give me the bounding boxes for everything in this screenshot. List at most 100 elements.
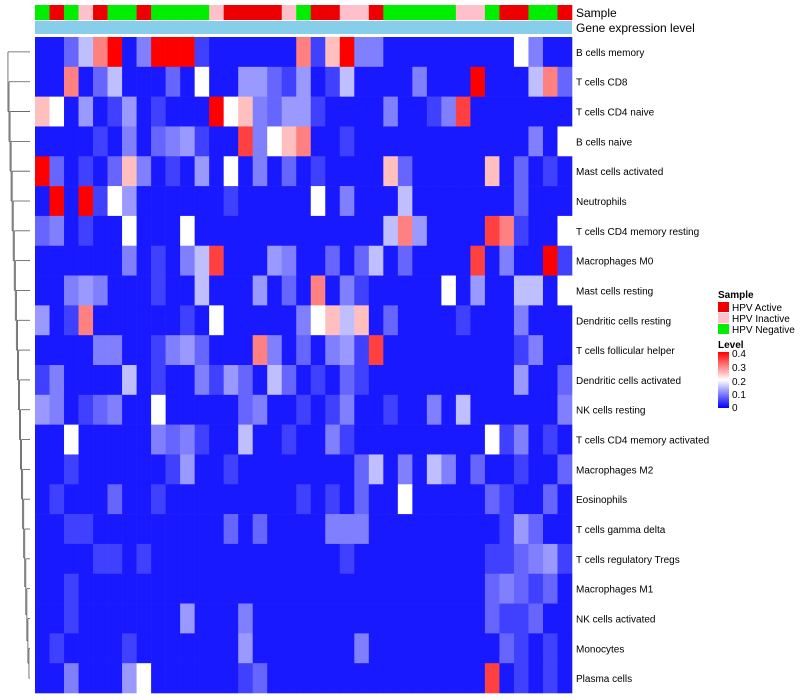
heatmap-cell <box>325 186 341 217</box>
heatmap-cell <box>354 275 370 306</box>
heatmap-cell <box>513 454 529 485</box>
heatmap-cell <box>49 245 65 276</box>
heatmap-cell <box>528 573 544 604</box>
heatmap-cell <box>513 543 529 575</box>
heatmap-cell <box>339 215 355 247</box>
heatmap-cell <box>165 424 181 455</box>
row-label: T cells CD8 <box>576 78 628 89</box>
heatmap-cell <box>64 365 79 396</box>
heatmap-cell <box>296 514 312 545</box>
sample-annotation-cell <box>325 5 341 20</box>
heatmap-cell <box>238 245 254 276</box>
heatmap-cell <box>412 335 428 366</box>
heatmap-cell <box>455 365 471 396</box>
heatmap-cell <box>296 424 312 455</box>
heatmap-cell <box>151 454 166 485</box>
heatmap-cell <box>35 186 50 217</box>
heatmap-cell <box>499 305 515 336</box>
heatmap-cell <box>252 573 268 604</box>
heatmap-cell <box>528 663 544 694</box>
heatmap-cell <box>223 66 239 97</box>
row-label: T cells gamma delta <box>576 525 666 536</box>
heatmap-cell <box>136 484 152 515</box>
heatmap-cell <box>194 186 210 217</box>
heatmap-cell <box>281 186 297 217</box>
heatmap-cell <box>136 394 152 425</box>
heatmap-cell <box>281 215 297 247</box>
heatmap-cell <box>209 186 224 217</box>
heatmap-cell <box>542 365 558 396</box>
heatmap-cell <box>296 37 312 68</box>
heatmap-cell <box>93 454 108 485</box>
heatmap-cell <box>426 305 442 336</box>
heatmap-cell <box>354 663 370 694</box>
heatmap-cell <box>368 275 384 306</box>
heatmap-cell <box>238 633 254 664</box>
heatmap-cell <box>441 663 457 694</box>
heatmap-cell <box>513 484 529 515</box>
heatmap-cell <box>513 335 529 366</box>
heatmap-cell <box>455 663 471 694</box>
heatmap-cell <box>339 484 355 515</box>
heatmap-cell <box>310 37 326 68</box>
heatmap-cell <box>310 573 326 604</box>
heatmap-cell <box>499 245 515 276</box>
heatmap-cell <box>397 663 413 694</box>
heatmap-cell <box>484 424 500 455</box>
heatmap-cell <box>397 454 413 485</box>
heatmap-cell <box>368 37 384 68</box>
heatmap-cell <box>383 156 399 187</box>
heatmap-cell <box>194 66 210 97</box>
heatmap-cell <box>499 543 515 575</box>
row-label: Monocytes <box>576 644 624 655</box>
heatmap-cell <box>513 275 529 306</box>
heatmap-cell <box>455 275 471 306</box>
heatmap-cell <box>209 365 224 396</box>
heatmap-cell <box>499 156 515 187</box>
heatmap-cell <box>339 37 355 68</box>
heatmap-cell <box>383 365 399 396</box>
heatmap-cell <box>64 424 79 455</box>
heatmap-cell <box>209 66 224 97</box>
heatmap-cell <box>78 454 94 485</box>
heatmap-cell <box>470 603 486 634</box>
heatmap-cell <box>223 633 239 664</box>
heatmap-cell <box>165 37 181 68</box>
gene-expression-track-label: Gene expression level <box>576 21 695 35</box>
heatmap-cell <box>499 96 515 127</box>
heatmap-cell <box>426 66 442 97</box>
legend: Sample HPV Active HPV Inactive HPV Negat… <box>718 290 795 414</box>
heatmap-cell <box>542 305 558 336</box>
heatmap-cell <box>296 305 312 336</box>
heatmap-cell <box>136 424 152 455</box>
heatmap-cell <box>107 394 123 425</box>
heatmap-cell <box>151 365 166 396</box>
heatmap-cell <box>122 96 137 127</box>
heatmap-cell <box>412 215 428 247</box>
row-dendrogram <box>7 51 30 679</box>
heatmap-cell <box>136 305 152 336</box>
heatmap-cell <box>310 275 326 306</box>
sample-annotation-cell <box>383 5 399 20</box>
heatmap-cell <box>339 543 355 575</box>
heatmap-cell <box>267 66 283 97</box>
heatmap-cell <box>484 663 500 694</box>
level-tick-0-1: 0.1 <box>732 390 746 401</box>
heatmap-cell <box>499 186 515 217</box>
heatmap-cell <box>441 394 457 425</box>
heatmap-cell <box>49 424 65 455</box>
heatmap-cell <box>252 335 268 366</box>
heatmap-cell <box>397 126 413 157</box>
sample-annotation-cell <box>470 5 486 20</box>
heatmap-cell <box>383 663 399 694</box>
heatmap-cell <box>528 66 544 97</box>
heatmap-cell <box>412 424 428 455</box>
heatmap-cell <box>557 514 573 545</box>
heatmap-cell <box>339 514 355 545</box>
heatmap-cell <box>281 633 297 664</box>
heatmap-cell <box>267 633 283 664</box>
heatmap-cell <box>209 275 224 306</box>
heatmap-cell <box>339 663 355 694</box>
heatmap-cell <box>194 484 210 515</box>
heatmap-cell <box>107 543 123 575</box>
